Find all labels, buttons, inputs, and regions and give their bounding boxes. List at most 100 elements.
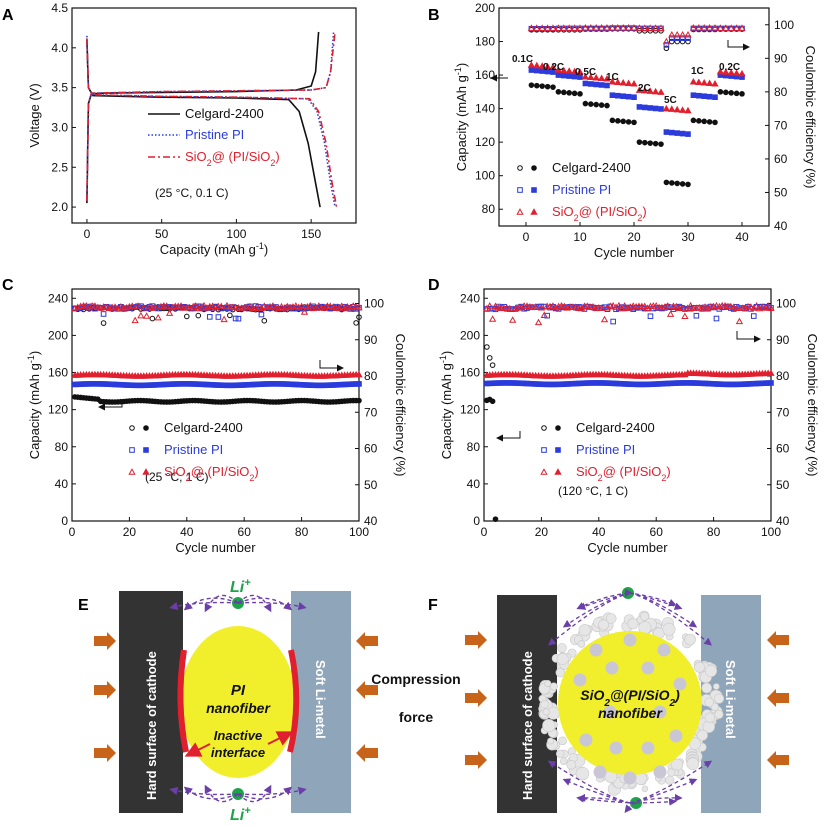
chart-c-ce-point xyxy=(340,304,349,312)
chart-c-ce-point xyxy=(274,304,283,312)
chart-b-rate-label: 1C xyxy=(691,66,704,77)
chart-b-capacity-point xyxy=(528,82,535,88)
chart-b-capacity-point xyxy=(543,62,552,70)
sio2-shell-particle xyxy=(542,708,550,716)
chart-b-capacity-point xyxy=(642,104,648,111)
chart-a-frame xyxy=(71,7,357,224)
chart-b-ce-point xyxy=(684,31,692,38)
chart-b-capacity-point xyxy=(727,68,735,76)
chart-b-ce-point xyxy=(678,31,687,38)
chart-b-capacity-point xyxy=(533,61,541,69)
inactive-label: Inactive xyxy=(214,728,262,743)
sio2-inner-particle xyxy=(623,633,637,647)
chart-d-ce-point xyxy=(489,362,496,368)
chart-b-capacity-point xyxy=(647,140,654,146)
legend-a: Celgard-2400 Pristine PI SiO2@ (PI/SiO2) xyxy=(148,106,280,168)
legend-c-marker-open xyxy=(128,468,136,475)
legend-d-marker-filled xyxy=(555,447,561,453)
chart-a-discharge-curve xyxy=(86,39,321,208)
chart-c-ce-point xyxy=(280,304,289,311)
chart-a: 0 50 100 150 2.0 2.5 3.0 3.5 4.0 4.5 Capacity (mAh… xyxy=(27,1,357,257)
force-arrows-f xyxy=(465,631,789,769)
chart-c-capacity-point xyxy=(356,381,362,387)
panel-label-f: F xyxy=(428,597,438,614)
chart-b-ce-point xyxy=(732,24,741,31)
ion-path xyxy=(629,592,713,646)
chart-d-ce-point xyxy=(750,313,757,319)
pi-core-f xyxy=(558,631,702,775)
chart-b-capacity-point xyxy=(608,77,617,85)
chart-b-capacity-point xyxy=(560,66,568,74)
chart-b-capacity-point xyxy=(717,89,724,95)
sio2-inner-particle xyxy=(669,729,683,743)
chart-c-ce-point xyxy=(356,314,362,320)
sio2-shell-particle xyxy=(713,693,725,704)
chart-b-capacity-point xyxy=(598,102,605,108)
chart-b-capacity-point xyxy=(625,93,632,100)
chart-b-capacity-point xyxy=(663,129,670,135)
chart-b-ce-point xyxy=(668,31,676,38)
chart-b-capacity-point xyxy=(576,68,584,75)
chart-d-ce-point xyxy=(549,302,557,309)
chart-b-rate-label: 0.2C xyxy=(719,62,740,73)
force-arrow-right xyxy=(465,631,487,649)
chart-c-ytick-label: 200 xyxy=(48,328,68,342)
chart-b-ce-point xyxy=(533,24,541,31)
chart-c-xtick-label: 40 xyxy=(180,525,194,539)
ion-path xyxy=(237,601,307,611)
chart-a-xtick-label: 50 xyxy=(155,227,169,241)
sio2-shell-particle xyxy=(641,785,649,793)
chart-b-ce-point xyxy=(576,24,584,31)
ion-path xyxy=(629,760,713,804)
chart-d-ce-point xyxy=(488,315,497,322)
chart-c-ce-point xyxy=(100,311,107,317)
force-arrow-left xyxy=(356,744,378,762)
chart-b-capacity-point xyxy=(679,181,686,187)
chart-d-ce-point xyxy=(491,302,500,310)
ion-path xyxy=(629,592,698,628)
chart-b-ce-point xyxy=(663,42,670,48)
chart-b-capacity-point xyxy=(647,105,654,111)
chart-c-ce-point xyxy=(220,315,228,323)
sio2-shell-particle xyxy=(704,664,717,677)
chart-b-capacity-point xyxy=(657,88,665,95)
chart-c-xtick-label: 0 xyxy=(69,525,76,539)
chart-b: 0 10 20 30 40 80 100 120 140 160 180 200 40 50 60 70 80 9… xyxy=(453,1,818,260)
force-arrow-left xyxy=(767,631,789,649)
chart-d-ce-point xyxy=(752,302,761,309)
chart-b-capacity-point xyxy=(705,79,714,86)
sio2-shell-particle xyxy=(701,682,713,694)
chart-b-ce-point xyxy=(705,23,714,31)
chart-b-ce-point xyxy=(565,24,573,31)
legend-a-pristine: Pristine PI xyxy=(185,127,244,142)
chart-b-capacity-point xyxy=(614,78,622,85)
chart-b-rate-label: 0.2C xyxy=(543,62,564,73)
chart-b-capacity-point xyxy=(631,119,637,126)
force-arrow-right xyxy=(94,681,116,699)
chart-c-xtick-label: 60 xyxy=(238,525,252,539)
chart-c-ce-point xyxy=(223,301,231,309)
chart-b-ce-point xyxy=(711,23,719,31)
chart-b-capacity-point xyxy=(609,92,616,99)
sio2-shell-particle xyxy=(662,622,676,636)
chart-c-ce-point xyxy=(140,303,148,311)
chart-b-ce-point xyxy=(685,35,691,41)
chart-b-ce-point xyxy=(700,23,708,31)
chart-c-ce-point xyxy=(208,302,217,309)
chart-b-capacity-point xyxy=(641,86,649,94)
ion-path xyxy=(562,592,631,628)
chart-d-frame xyxy=(483,288,772,522)
chart-b-y2tick-label: 60 xyxy=(774,152,788,166)
chart-c-ytick-label: 160 xyxy=(48,366,68,380)
f-title-2: nanofiber xyxy=(598,705,663,721)
chart-b-capacity-point xyxy=(733,90,740,97)
chart-d-ce-point xyxy=(583,302,591,309)
chart-b-capacity-point xyxy=(539,83,546,89)
chart-b-ce-point xyxy=(592,23,600,31)
li-ion-label-top: Li+ xyxy=(230,577,251,596)
chart-d-ce-point xyxy=(686,301,695,309)
chart-b-capacity-point xyxy=(597,74,606,81)
chart-b-ce-point xyxy=(570,24,579,31)
chart-b-capacity-point xyxy=(674,130,681,136)
